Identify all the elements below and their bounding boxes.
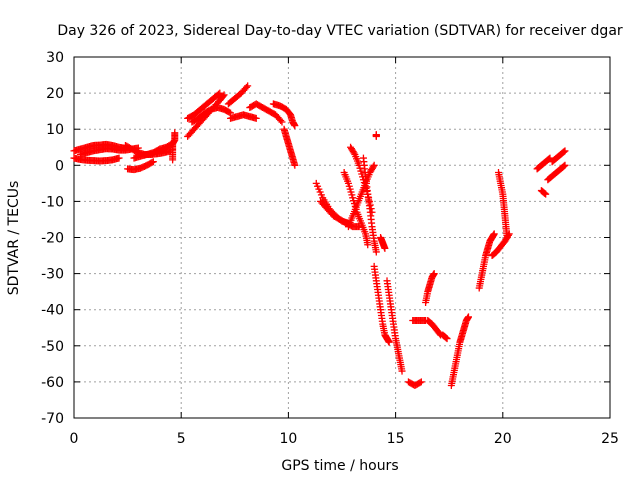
axis-ticks: 0 5 10 15 20 25 -70 -60 -50 -40 -30 -20 -10 0 10 20 30 (41, 50, 619, 447)
y-axis-label: SDTVAR / TECUs (6, 181, 22, 296)
y-tick-label: -20 (41, 231, 64, 247)
series-arc-t (347, 143, 376, 216)
series-arc-n (269, 100, 299, 130)
data-point (277, 117, 285, 125)
series-arc-i (188, 104, 235, 126)
y-tick-label: 10 (46, 122, 64, 138)
data-point (252, 114, 260, 122)
data-point (442, 334, 450, 342)
data-point (542, 190, 550, 198)
data-point (490, 230, 498, 238)
data-point (225, 108, 233, 116)
series-arc-o (280, 125, 299, 169)
series-arc-x (370, 262, 393, 346)
data-point (278, 118, 286, 126)
series-arc-aa (422, 270, 438, 306)
series-arc-e (124, 158, 157, 174)
data-point (422, 317, 430, 325)
grid-lines (74, 57, 610, 418)
series-arc-z (404, 378, 425, 390)
series-arc-ae (439, 331, 451, 343)
data-point (561, 161, 569, 169)
data-point (560, 162, 568, 170)
data-point (355, 223, 363, 231)
x-axis-label: GPS time / hours (281, 458, 398, 474)
data-point (561, 147, 569, 155)
x-tick-label: 0 (70, 431, 79, 447)
series-arc-ak (544, 161, 569, 184)
series-arc-al (548, 147, 569, 166)
data-point (436, 330, 444, 338)
y-tick-label: -60 (41, 375, 64, 391)
series-arc-v (372, 131, 380, 140)
data-point (430, 270, 438, 278)
data-point (149, 158, 157, 166)
data-point (372, 248, 380, 256)
data-point (244, 82, 252, 90)
series-arc-ah (495, 169, 511, 241)
data-point (464, 313, 472, 321)
x-tick-label: 15 (387, 431, 405, 447)
data-point (148, 158, 156, 166)
x-tick-label: 20 (494, 431, 512, 447)
series-arc-ai (533, 154, 554, 173)
data-point (503, 234, 511, 241)
series-arc-g (169, 129, 179, 164)
series-arc-j (184, 89, 224, 122)
series-arc-aj (537, 187, 550, 198)
series-arc-b (70, 154, 123, 165)
data-point (364, 241, 372, 249)
y-tick-label: -70 (41, 411, 64, 427)
series-arc-ac (409, 317, 430, 325)
data-point (416, 379, 424, 387)
data-point (385, 338, 393, 346)
data-point (369, 163, 377, 171)
y-tick-label: 20 (46, 86, 64, 102)
series-arc-l (227, 111, 260, 122)
data-point (216, 89, 224, 97)
data-point (541, 189, 549, 197)
data-point (291, 161, 299, 169)
series-arc-u (359, 154, 380, 256)
y-tick-label: 30 (46, 50, 64, 66)
series-arc-af (475, 230, 498, 292)
data-point (350, 149, 358, 157)
x-tick-label: 5 (177, 431, 186, 447)
y-tick-label: -50 (41, 339, 64, 355)
y-tick-label: -40 (41, 303, 64, 319)
series-arc-f (130, 140, 177, 162)
series-arc-s (340, 169, 372, 249)
data-series (70, 82, 569, 390)
data-point (417, 378, 425, 386)
series-arc-ad (447, 313, 472, 390)
data-point (171, 129, 179, 137)
y-tick-label: -10 (41, 194, 64, 210)
data-point (242, 83, 250, 91)
chart-title: Day 326 of 2023, Sidereal Day-to-day VTE… (57, 23, 623, 39)
data-point (370, 161, 378, 169)
series-arc-w (377, 234, 389, 252)
data-point (381, 244, 389, 252)
series-arc-k (224, 82, 252, 108)
data-point (291, 122, 299, 130)
x-tick-label: 10 (279, 431, 297, 447)
data-point (220, 91, 228, 99)
series-arc-m (246, 100, 286, 126)
data-point (115, 154, 123, 162)
data-point (215, 90, 223, 98)
data-point (398, 367, 406, 375)
data-point (560, 148, 568, 156)
y-tick-label: -30 (41, 267, 64, 283)
data-point (372, 131, 380, 139)
series-arc-y (383, 277, 406, 375)
data-point (443, 335, 451, 343)
x-tick-label: 25 (601, 431, 619, 447)
y-tick-label: 0 (55, 158, 64, 174)
